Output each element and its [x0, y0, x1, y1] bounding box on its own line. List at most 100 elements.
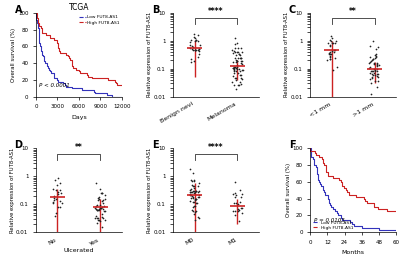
Point [239, 77, 245, 81]
Point [191, 212, 197, 216]
Point [192, 204, 198, 208]
Point [96, 206, 102, 211]
Point [101, 209, 108, 213]
Point [238, 68, 245, 72]
Point [196, 181, 202, 186]
Point [188, 192, 194, 197]
Point [368, 69, 375, 73]
Point [190, 200, 196, 204]
Point [238, 206, 244, 211]
Point [96, 195, 102, 199]
Point [193, 38, 200, 42]
Point [232, 36, 238, 40]
Point [92, 216, 98, 220]
Point [370, 73, 377, 77]
Point [95, 218, 101, 222]
Point [99, 191, 105, 195]
Point [196, 215, 202, 220]
Point [191, 59, 197, 63]
Y-axis label: Relative expression of FUT8-AS1: Relative expression of FUT8-AS1 [284, 12, 289, 98]
Point [236, 69, 243, 73]
Point [96, 197, 102, 201]
Point [53, 188, 59, 192]
Point [188, 60, 194, 64]
Point [96, 218, 102, 222]
Point [232, 50, 239, 54]
Point [374, 64, 380, 68]
Point [374, 62, 380, 66]
Point [374, 61, 380, 65]
Point [326, 51, 332, 55]
Point [326, 44, 333, 48]
Point [230, 192, 236, 196]
Point [236, 67, 242, 71]
Point [372, 79, 378, 83]
Point [190, 171, 196, 175]
Point [192, 47, 198, 52]
Point [328, 34, 334, 38]
Point [373, 47, 380, 51]
Point [189, 45, 196, 50]
Point [234, 63, 240, 67]
Point [236, 52, 242, 57]
Point [366, 55, 373, 59]
Point [55, 189, 61, 194]
Point [53, 197, 59, 201]
Point [239, 50, 246, 54]
Point [234, 50, 240, 54]
Point [51, 198, 58, 202]
Point [367, 71, 374, 75]
Point [195, 184, 202, 188]
Point [230, 71, 237, 75]
Point [54, 183, 60, 187]
Point [57, 205, 64, 209]
Point [100, 204, 107, 208]
Point [188, 190, 195, 194]
Title: TCGA: TCGA [69, 3, 89, 12]
Point [92, 204, 99, 208]
Point [369, 76, 375, 80]
Point [93, 207, 99, 212]
Point [194, 190, 201, 194]
Point [98, 206, 104, 210]
Point [326, 52, 332, 56]
Point [331, 50, 338, 54]
Point [57, 191, 64, 195]
Point [189, 194, 195, 198]
Point [372, 72, 379, 77]
Point [188, 190, 194, 194]
Point [234, 59, 240, 63]
Point [237, 72, 244, 77]
Point [190, 188, 196, 192]
Point [239, 68, 246, 72]
Point [195, 195, 201, 199]
Point [57, 199, 63, 203]
Point [368, 92, 374, 96]
Point [229, 60, 236, 64]
Point [192, 198, 198, 202]
Point [191, 189, 197, 193]
Point [189, 47, 195, 51]
Point [192, 197, 199, 201]
Point [188, 196, 194, 200]
Point [94, 207, 100, 212]
Point [196, 43, 203, 47]
Text: P < 0.0001: P < 0.0001 [40, 83, 70, 87]
Point [232, 191, 238, 195]
Point [231, 67, 237, 71]
Point [327, 57, 333, 61]
Point [239, 62, 245, 66]
Point [229, 48, 236, 52]
Point [236, 207, 242, 212]
Point [196, 193, 202, 197]
Point [234, 67, 240, 71]
Point [324, 58, 330, 62]
Point [231, 83, 238, 87]
Point [239, 192, 245, 196]
Point [233, 193, 239, 197]
Point [332, 41, 338, 45]
Point [234, 64, 240, 69]
Point [102, 197, 108, 201]
Text: B: B [152, 5, 159, 14]
Point [98, 206, 105, 210]
